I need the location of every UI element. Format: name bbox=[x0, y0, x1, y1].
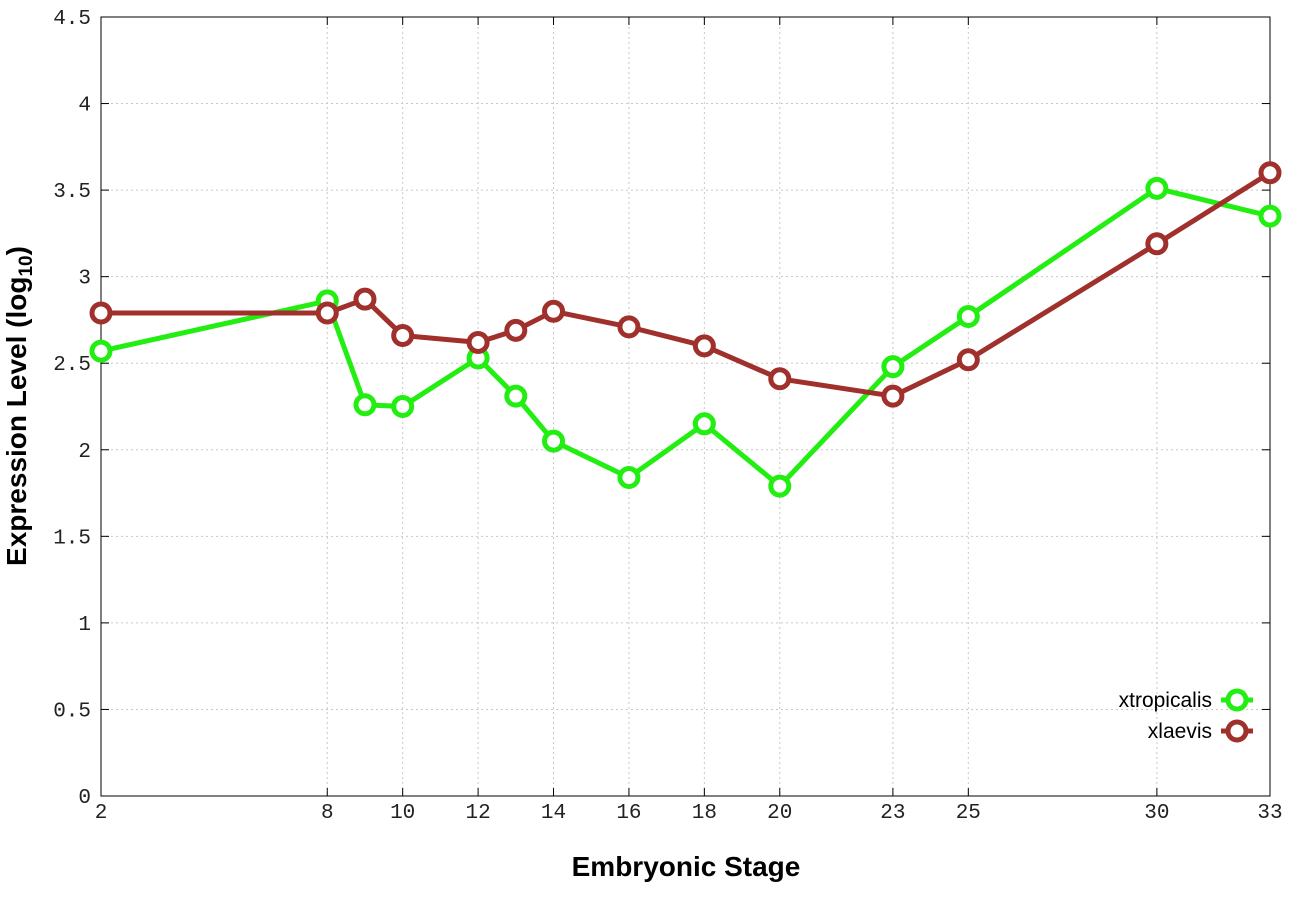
data-point-xtropicalis bbox=[391, 395, 415, 418]
legend: xtropicalis xlaevis bbox=[1119, 688, 1253, 743]
data-point-xtropicalis bbox=[353, 393, 377, 417]
data-point-xtropicalis bbox=[504, 384, 528, 408]
y-tick-label: 0 bbox=[78, 787, 91, 810]
data-point-xtropicalis bbox=[956, 304, 980, 328]
legend-marker-xlaevis bbox=[1225, 719, 1249, 743]
data-point-xlaevis bbox=[504, 318, 528, 342]
x-axis-title: Embryonic Stage bbox=[572, 851, 801, 882]
y-tick-label: 0.5 bbox=[53, 700, 91, 723]
x-tick-label: 25 bbox=[956, 802, 981, 825]
y-tick-label: 4 bbox=[78, 95, 91, 118]
x-tick-label: 2 bbox=[95, 802, 108, 825]
x-tick-label: 23 bbox=[880, 802, 905, 825]
data-point-xtropicalis bbox=[768, 474, 792, 498]
x-tick-label: 20 bbox=[767, 802, 792, 825]
y-tick-label: 3 bbox=[78, 268, 91, 291]
data-point-xtropicalis bbox=[1258, 204, 1282, 228]
data-point-xlaevis bbox=[617, 315, 641, 339]
data-point-xlaevis bbox=[391, 324, 415, 348]
data-point-xlaevis bbox=[89, 301, 113, 325]
data-point-xtropicalis bbox=[542, 429, 566, 453]
y-axis-title-main: Expression Level (log bbox=[1, 277, 32, 566]
y-tick-label: 1.5 bbox=[53, 527, 91, 550]
y-axis-title-subscript: 10 bbox=[16, 255, 37, 276]
x-tick-label: 8 bbox=[321, 802, 334, 825]
y-tick-label: 1 bbox=[78, 614, 91, 637]
series-group bbox=[89, 161, 1282, 498]
y-tick-label: 2 bbox=[78, 441, 91, 464]
y-axis-title: Expression Level (log10) bbox=[1, 246, 37, 566]
y-tick-label: 2.5 bbox=[53, 354, 91, 377]
data-point-xtropicalis bbox=[1145, 176, 1169, 200]
data-point-xlaevis bbox=[1145, 232, 1169, 256]
data-point-xlaevis bbox=[881, 384, 905, 408]
legend-marker-xtropicalis bbox=[1225, 688, 1249, 712]
x-tick-label: 18 bbox=[692, 802, 717, 825]
x-tick-label: 30 bbox=[1144, 802, 1169, 825]
x-tick-label: 12 bbox=[465, 802, 490, 825]
data-point-xlaevis bbox=[542, 299, 566, 323]
data-point-xlaevis bbox=[692, 334, 716, 358]
data-point-xlaevis bbox=[353, 287, 377, 311]
x-tick-label: 10 bbox=[390, 802, 415, 825]
data-point-xlaevis bbox=[1258, 161, 1282, 185]
legend-label-xtropicalis: xtropicalis bbox=[1119, 689, 1212, 712]
grid-lines bbox=[101, 17, 1270, 796]
y-tick-label: 4.5 bbox=[53, 8, 91, 31]
data-point-xtropicalis bbox=[89, 339, 113, 363]
series-line-xtropicalis bbox=[98, 185, 1273, 489]
data-point-xlaevis bbox=[956, 348, 980, 372]
data-point-xtropicalis bbox=[881, 355, 905, 379]
legend-label-xlaevis: xlaevis bbox=[1148, 720, 1212, 743]
x-tick-label: 14 bbox=[541, 802, 566, 825]
x-tick-label: 16 bbox=[616, 802, 641, 825]
plot-frame bbox=[100, 16, 1271, 797]
data-point-xlaevis bbox=[466, 330, 490, 354]
y-tick-label: 3.5 bbox=[53, 181, 91, 204]
axis-ticks: 0 0.5 1 1.5 2 2.5 3 3.5 4 4.5 2 8 10 12 14 16 18 20 23 25 30… bbox=[53, 8, 1282, 825]
data-point-xtropicalis bbox=[617, 465, 641, 489]
x-tick-label: 33 bbox=[1257, 802, 1282, 825]
data-point-xtropicalis bbox=[692, 412, 716, 436]
data-point-xlaevis bbox=[315, 301, 339, 325]
data-point-xlaevis bbox=[768, 367, 792, 391]
y-axis-title-close: ) bbox=[1, 246, 32, 255]
series-line-xlaevis bbox=[98, 170, 1273, 399]
